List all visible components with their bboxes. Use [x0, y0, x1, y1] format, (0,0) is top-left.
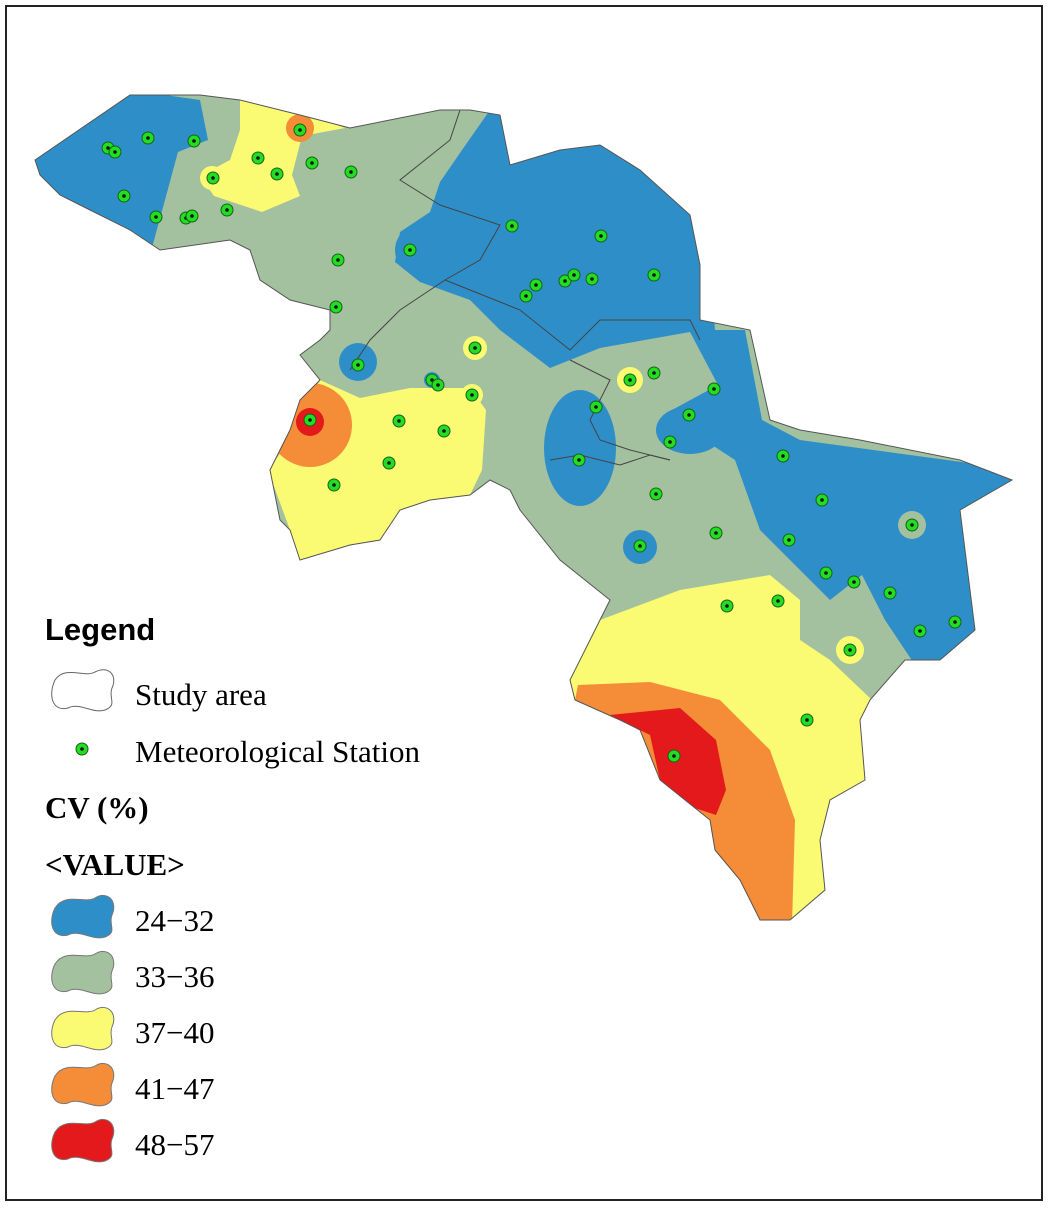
station-center: [776, 599, 780, 603]
class-swatch: [51, 1006, 115, 1051]
station-center: [918, 629, 922, 633]
station-center: [577, 458, 581, 462]
class-swatch: [51, 950, 115, 995]
station-center: [510, 224, 514, 228]
station-center: [225, 208, 229, 212]
class-label: 33−36: [135, 959, 214, 994]
station-icon-center: [80, 747, 84, 751]
station-center: [888, 591, 892, 595]
station-center: [113, 150, 117, 154]
station-center: [192, 139, 196, 143]
station-center: [953, 620, 957, 624]
station-center: [910, 523, 914, 527]
zone: [544, 390, 616, 506]
station-center: [725, 604, 729, 608]
cv-title: CV (%): [45, 790, 149, 825]
station-center: [668, 440, 672, 444]
station-center: [820, 498, 824, 502]
stations: [101, 123, 962, 763]
legend-item: Meteorological Station: [135, 734, 420, 769]
station-center: [146, 136, 150, 140]
class-label: 37−40: [135, 1015, 214, 1050]
station-center: [824, 571, 828, 575]
station-center: [687, 413, 691, 417]
station-center: [122, 194, 126, 198]
station-center: [473, 346, 477, 350]
class-label: 41−47: [135, 1071, 214, 1106]
class-label: 48−57: [135, 1127, 214, 1162]
station-center: [397, 419, 401, 423]
station-center: [524, 294, 528, 298]
station-center: [310, 161, 314, 165]
study-area-icon: [51, 669, 115, 712]
station-center: [308, 418, 312, 422]
station-center: [781, 454, 785, 458]
station-center: [563, 279, 567, 283]
station-center: [652, 273, 656, 277]
station-center: [594, 405, 598, 409]
station-center: [628, 378, 632, 382]
station-center: [387, 461, 391, 465]
station-center: [275, 172, 279, 176]
station-center: [349, 170, 353, 174]
station-center: [599, 234, 603, 238]
station-center: [430, 378, 434, 382]
station-center: [712, 387, 716, 391]
class-swatch: [51, 1118, 115, 1163]
station-center: [714, 531, 718, 535]
station-center: [256, 156, 260, 160]
class-legend: 24−32 33−36 37−40 41−47 48−57: [51, 894, 214, 1163]
station-center: [852, 580, 856, 584]
station-center: [442, 429, 446, 433]
border-line: [444, 279, 701, 351]
station-center: [470, 393, 474, 397]
station-center: [106, 146, 110, 150]
station-center: [332, 483, 336, 487]
zone: [395, 100, 1012, 690]
value-header: <VALUE>: [45, 847, 185, 882]
class-swatch: [51, 894, 115, 939]
station-center: [672, 754, 676, 758]
border-line: [569, 359, 671, 461]
station-center: [298, 128, 302, 132]
station-center: [787, 538, 791, 542]
station-center: [654, 492, 658, 496]
station-center: [652, 371, 656, 375]
border-line: [349, 109, 501, 371]
station-center: [336, 258, 340, 262]
station-center: [572, 273, 576, 277]
station-center: [848, 648, 852, 652]
legend-item: Study area: [135, 677, 267, 712]
station-center: [590, 277, 594, 281]
station-center: [154, 215, 158, 219]
station-center: [638, 544, 642, 548]
zone: [610, 708, 726, 815]
border-line: [549, 454, 671, 466]
admin-borders: [349, 109, 701, 466]
station-center: [190, 214, 194, 218]
class-label: 24−32: [135, 903, 214, 938]
legend-title: Legend: [45, 612, 155, 647]
station-center: [211, 176, 215, 180]
study-area-outline: [34, 94, 1014, 921]
station-center: [408, 248, 412, 252]
station-center: [436, 383, 440, 387]
station-center: [805, 718, 809, 722]
class-swatch: [51, 1062, 115, 1107]
station-center: [534, 283, 538, 287]
station-center: [356, 363, 360, 367]
zone: [395, 225, 445, 275]
station-center: [334, 305, 338, 309]
